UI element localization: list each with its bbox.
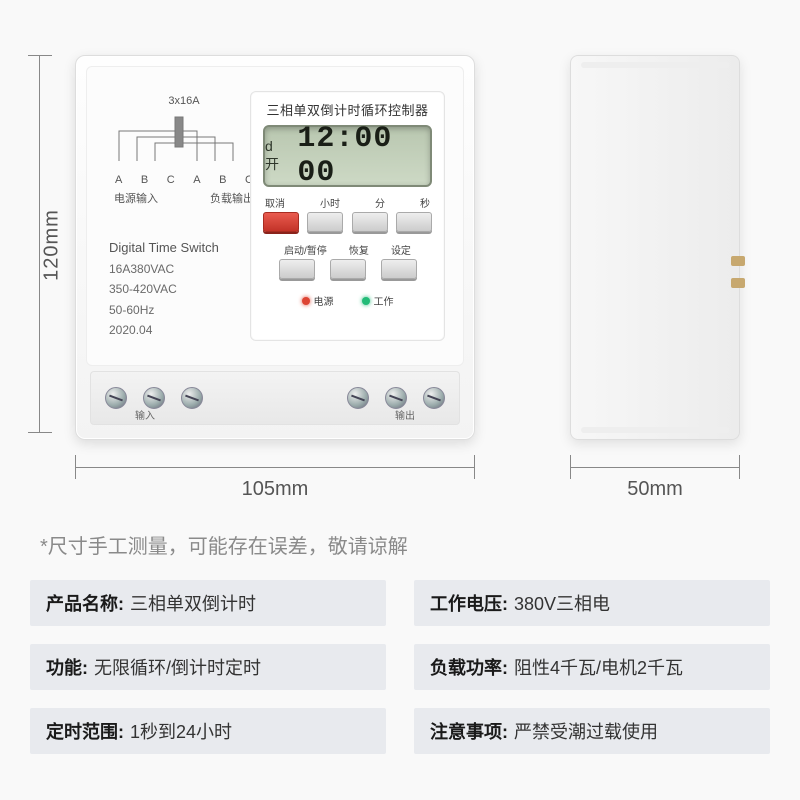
dim-height: 120mm <box>20 55 60 435</box>
device-side <box>570 55 740 440</box>
control-panel: 三相单双倒计时循环控制器 d 开 12:00 00 取消 小时 分 秒 <box>250 91 445 341</box>
wiring-diagram: 3x16A A B C A B C 电源输入 <box>109 95 259 206</box>
spec-item: 注意事项:严禁受潮过载使用 <box>414 708 770 754</box>
io-out: 负载输出 <box>210 190 254 206</box>
panel-title: 三相单双倒计时循环控制器 <box>251 92 444 125</box>
terminal-screw <box>347 387 369 409</box>
terminal-screw <box>181 387 203 409</box>
hour-button[interactable] <box>307 212 343 232</box>
spec-item: 定时范围:1秒到24小时 <box>30 708 386 754</box>
second-button[interactable] <box>396 212 432 232</box>
dim-width-front: 105mm <box>75 455 475 479</box>
spec-item: 功能:无限循环/倒计时定时 <box>30 644 386 690</box>
start-pause-button[interactable] <box>279 259 315 279</box>
spec-item: 负载功率:阻性4千瓦/电机2千瓦 <box>414 644 770 690</box>
resume-button[interactable] <box>330 259 366 279</box>
device-front: 3x16A A B C A B C 电源输入 <box>75 55 475 440</box>
work-led <box>362 297 370 305</box>
left-specs: Digital Time Switch 16A380VAC 350-420VAC… <box>109 237 219 341</box>
product-stage: 120mm 3x16A A B C A B <box>0 0 800 520</box>
spec-item: 产品名称:三相单双倒计时 <box>30 580 386 626</box>
set-button[interactable] <box>381 259 417 279</box>
terminals: 输入 输出 <box>90 371 460 425</box>
wiring-current: 3x16A <box>109 95 259 107</box>
power-led <box>302 297 310 305</box>
terminal-screw <box>105 387 127 409</box>
lcd-time: 12:00 00 <box>297 122 430 190</box>
terminal-screw <box>423 387 445 409</box>
terminal-screw <box>385 387 407 409</box>
minute-button[interactable] <box>352 212 388 232</box>
cancel-button[interactable] <box>263 212 299 232</box>
measurement-note: *尺寸手工测量，可能存在误差，敬请谅解 <box>40 530 408 559</box>
spec-table: 产品名称:三相单双倒计时 工作电压:380V三相电 功能:无限循环/倒计时定时 … <box>30 580 770 772</box>
lcd-display: d 开 12:00 00 <box>263 125 432 187</box>
spec-item: 工作电压:380V三相电 <box>414 580 770 626</box>
dim-width-side: 50mm <box>570 455 740 479</box>
terminal-screw <box>143 387 165 409</box>
dim-height-label: 120mm <box>40 209 63 281</box>
io-in: 电源输入 <box>114 190 158 206</box>
